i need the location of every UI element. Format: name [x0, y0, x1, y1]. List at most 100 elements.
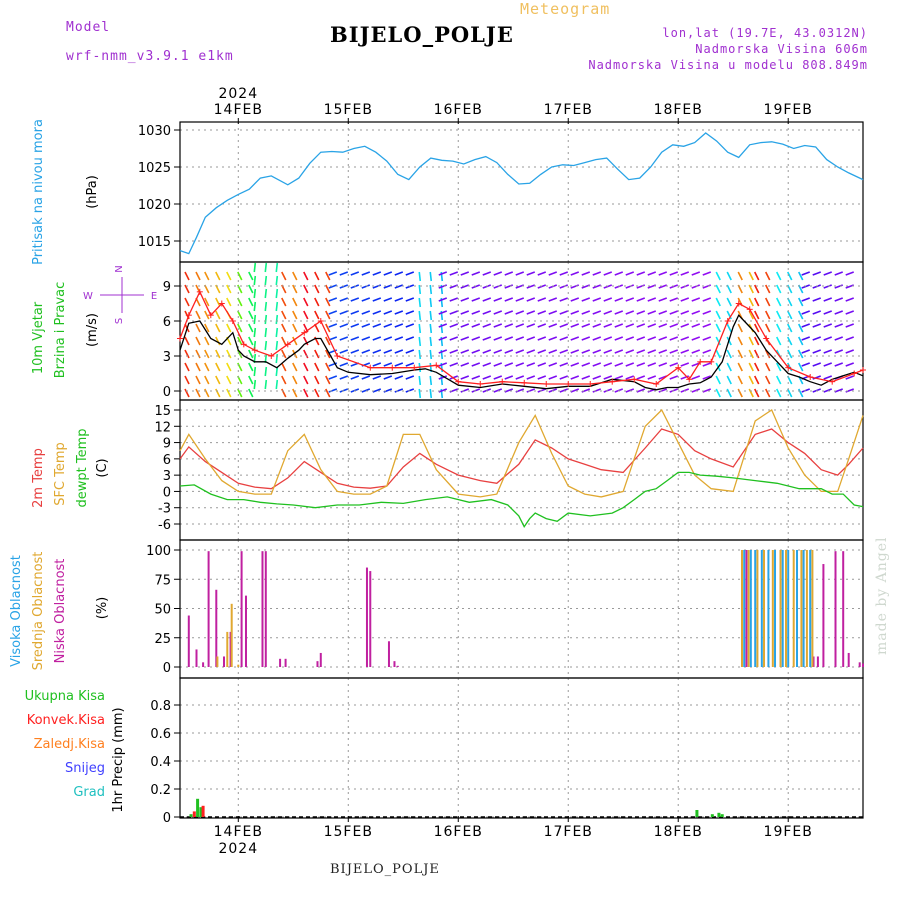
wind-arrow	[314, 271, 320, 281]
wind-arrow	[328, 297, 338, 302]
wind-arrow	[748, 362, 754, 372]
wind-arrow	[592, 362, 602, 367]
wind-arrow	[204, 297, 210, 307]
panel-precip: 0 0.2 0.4 0.6 0.8	[150, 677, 864, 826]
compass-e: E	[151, 291, 157, 302]
wind-arrow	[325, 388, 331, 398]
wind-ylabel-2: Brzina i Pravac	[53, 282, 68, 379]
wind-arrow	[264, 366, 268, 377]
wind-arrow	[737, 362, 743, 372]
wind-arrow	[581, 271, 591, 276]
wind-arrow	[715, 284, 721, 294]
wind-arrow	[471, 297, 481, 302]
wind-arrow	[215, 362, 221, 372]
wind-arrow	[775, 362, 782, 372]
wind-arrow	[559, 323, 569, 328]
wind-arrow	[737, 349, 743, 359]
wind-arrow	[482, 271, 492, 276]
wind-arrow	[226, 375, 232, 385]
model-label: Model	[66, 20, 111, 35]
wind-arrow	[702, 297, 712, 302]
bar-cloud_high	[767, 550, 770, 667]
wind-arrow	[691, 310, 701, 315]
wind-arrow	[834, 297, 843, 302]
wind-arrow	[325, 336, 331, 346]
wind-arrow	[248, 362, 254, 372]
bar-cloud_low	[261, 551, 264, 667]
wind-arrow	[383, 336, 393, 341]
wind-arrow	[715, 375, 721, 385]
wind-arrow	[834, 323, 843, 328]
wind-arrow	[248, 271, 254, 281]
wind-arrow	[504, 349, 514, 354]
wind-arrow	[471, 375, 481, 380]
wind-arrow	[526, 284, 536, 289]
ytick-label-temperature: 9	[163, 437, 171, 452]
wind-arrow	[394, 388, 404, 393]
day-label-bottom: 19FEB	[764, 824, 813, 840]
day-label-top: 14FEB	[214, 102, 263, 118]
wind-arrow	[303, 297, 309, 307]
cloud-ylabel-3: Niska Oblacnost	[53, 559, 68, 664]
wind-arrow	[361, 284, 371, 289]
wind-arrow	[195, 271, 201, 281]
wind-arrow	[691, 271, 701, 276]
wind-arrow	[405, 349, 415, 354]
wind-arrow	[394, 336, 404, 341]
made-by-label: made by Angel	[874, 536, 890, 656]
wind-arrow	[471, 362, 481, 367]
wind-arrow	[754, 284, 760, 294]
wind-arrow	[636, 362, 646, 367]
wind-arrow	[372, 297, 382, 302]
wind-arrow	[801, 362, 810, 367]
bar-cloud_high	[774, 550, 777, 667]
wind-arrow	[614, 336, 624, 341]
wind-arrow	[737, 388, 743, 398]
wind-arrow	[248, 375, 254, 385]
wind-arrow	[775, 388, 782, 398]
wind-arrow	[603, 362, 613, 367]
wind-arrow	[823, 388, 832, 393]
wind-arrow	[737, 271, 743, 281]
model-altitude-label: Nadmorska Visina u modelu 808.849m	[588, 58, 868, 72]
wind-arrow	[797, 336, 804, 346]
wind-arrow	[823, 375, 832, 380]
wind-arrow	[797, 310, 804, 320]
wind-arrow	[636, 349, 646, 354]
wind-arrow	[526, 271, 536, 276]
wind-arrow	[264, 327, 268, 338]
wind-arrow	[537, 310, 547, 315]
wind-arrow	[658, 297, 668, 302]
wind-arrow	[537, 271, 547, 276]
wind-arrow	[204, 271, 210, 281]
bar-cloud_mid	[747, 550, 750, 667]
wind-arrow	[647, 297, 657, 302]
wind-arrow	[625, 284, 635, 289]
wind-arrow	[765, 388, 771, 398]
wind-arrow	[350, 297, 360, 302]
wind-arrow	[570, 388, 580, 393]
wind-arrow	[383, 310, 393, 315]
wind-arrow	[281, 375, 287, 385]
bar-precip_total	[199, 807, 203, 817]
wind-arrow	[438, 271, 448, 276]
bar-cloud_low	[279, 658, 282, 667]
bar-precip_total	[189, 814, 193, 817]
wind-arrow	[482, 297, 492, 302]
wind-arrow	[292, 362, 298, 372]
wind-arrow	[418, 349, 422, 360]
wind-arrow	[394, 323, 404, 328]
wind-arrow	[350, 271, 360, 276]
bar-cloud_high	[787, 550, 790, 667]
precip-legend-3: Snijeg	[65, 761, 105, 776]
wind-arrow	[471, 271, 481, 276]
wind-arrow	[226, 388, 232, 398]
wind-arrow	[559, 297, 569, 302]
ytick-label-temperature: 12	[154, 420, 171, 435]
bar-cloud_low	[264, 551, 267, 667]
wind-arrow	[339, 297, 349, 302]
wind-arrow	[592, 297, 602, 302]
wind-arrow	[361, 310, 371, 315]
wind-arrow	[845, 349, 854, 354]
day-label-bottom: 14FEB	[214, 824, 263, 840]
